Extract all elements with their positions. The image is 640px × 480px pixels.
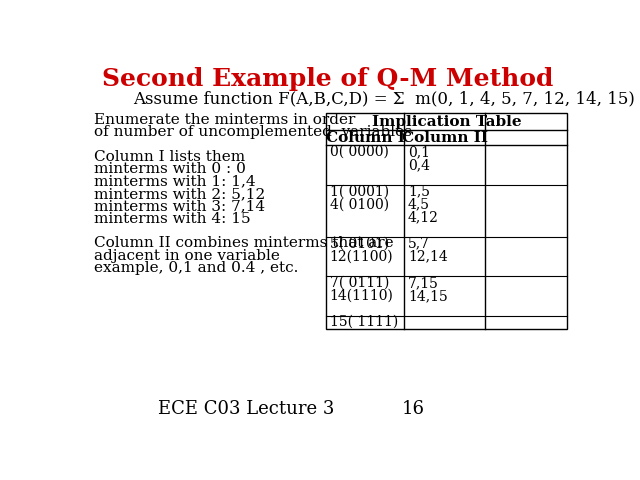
Text: 7( 0111): 7( 0111) xyxy=(330,276,389,290)
Text: adjacent in one variable: adjacent in one variable xyxy=(94,249,280,263)
Text: Column II: Column II xyxy=(402,131,488,144)
Bar xyxy=(326,113,566,329)
Text: 14,15: 14,15 xyxy=(408,289,447,303)
Text: 5,7: 5,7 xyxy=(408,237,430,251)
Text: minterms with 0 : 0: minterms with 0 : 0 xyxy=(94,162,246,176)
Text: 12(1100): 12(1100) xyxy=(330,250,393,264)
Text: Second Example of Q-M Method: Second Example of Q-M Method xyxy=(102,67,554,91)
Text: 4,12: 4,12 xyxy=(408,210,438,224)
Text: 12,14: 12,14 xyxy=(408,250,447,264)
Text: ECE C03 Lecture 3: ECE C03 Lecture 3 xyxy=(159,400,335,418)
Text: minterms with 1: 1,4: minterms with 1: 1,4 xyxy=(94,175,255,189)
Text: 15( 1111): 15( 1111) xyxy=(330,315,398,329)
Text: 7,15: 7,15 xyxy=(408,276,438,290)
Text: Column I: Column I xyxy=(326,131,404,144)
Text: 4,5: 4,5 xyxy=(408,197,430,211)
Text: Enumerate the minterms in order: Enumerate the minterms in order xyxy=(94,113,355,127)
Text: 1,5: 1,5 xyxy=(408,184,430,198)
Text: 14(1110): 14(1110) xyxy=(330,289,394,303)
Text: 0,4: 0,4 xyxy=(408,158,430,172)
Text: 0( 0000): 0( 0000) xyxy=(330,145,388,159)
Text: minterms with 3: 7,14: minterms with 3: 7,14 xyxy=(94,199,265,213)
Text: of number of uncomplemented  variables: of number of uncomplemented variables xyxy=(94,125,412,139)
Text: 16: 16 xyxy=(402,400,425,418)
Text: 5( 0101): 5( 0101) xyxy=(330,237,388,251)
Text: Column II combines minterms that are: Column II combines minterms that are xyxy=(94,236,394,250)
Text: Column I lists them: Column I lists them xyxy=(94,150,245,164)
Text: 4( 0100): 4( 0100) xyxy=(330,197,388,211)
Text: minterms with 2: 5,12: minterms with 2: 5,12 xyxy=(94,187,265,201)
Text: minterms with 4: 15: minterms with 4: 15 xyxy=(94,212,251,226)
Text: Assume function F(A,B,C,D) = Σ  m(0, 1, 4, 5, 7, 12, 14, 15): Assume function F(A,B,C,D) = Σ m(0, 1, 4… xyxy=(132,90,635,107)
Text: example, 0,1 and 0.4 , etc.: example, 0,1 and 0.4 , etc. xyxy=(94,261,298,275)
Text: Implication Table: Implication Table xyxy=(372,115,522,129)
Text: 1( 0001): 1( 0001) xyxy=(330,184,388,198)
Text: 0,1: 0,1 xyxy=(408,145,430,159)
